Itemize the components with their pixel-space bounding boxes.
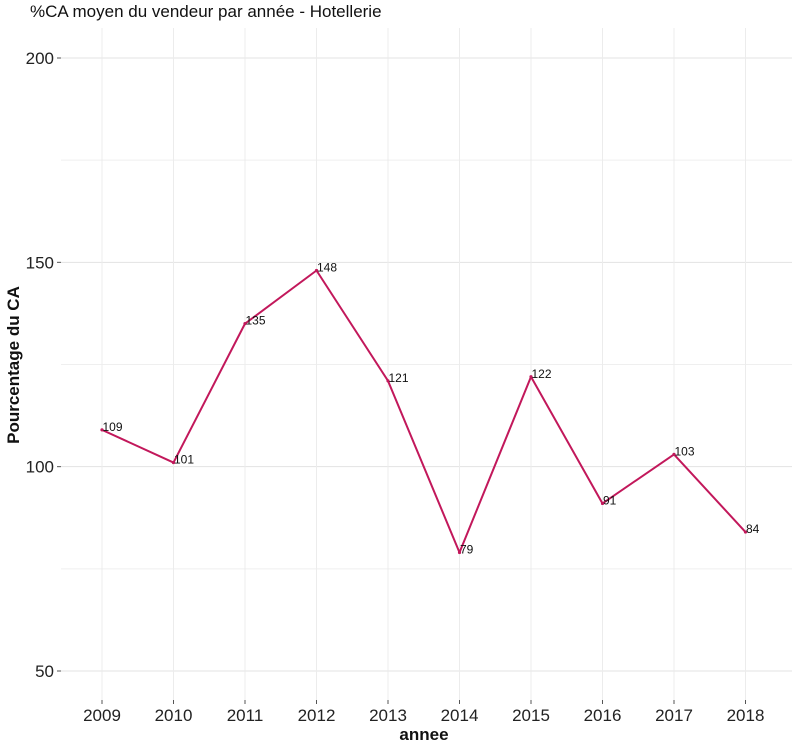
y-tick-label: 200 [26, 49, 54, 68]
x-tick-label: 2009 [83, 706, 121, 725]
x-tick-label: 2017 [655, 706, 693, 725]
data-label: 91 [603, 493, 617, 507]
data-label: 101 [174, 453, 194, 467]
data-point [100, 428, 104, 432]
x-tick-label: 2012 [298, 706, 336, 725]
data-label: 103 [675, 444, 695, 458]
y-tick-label: 50 [35, 662, 54, 681]
data-point [386, 379, 390, 383]
data-point [314, 268, 319, 273]
series-layer [100, 268, 748, 555]
x-tick-label: 2018 [727, 706, 765, 725]
y-tick-label: 150 [26, 253, 54, 272]
x-tick-label: 2014 [441, 706, 479, 725]
data-label: 79 [460, 542, 474, 556]
chart-title: %CA moyen du vendeur par année - Hotelle… [30, 2, 382, 21]
data-label: 148 [317, 261, 337, 275]
data-point [457, 550, 462, 555]
axes: 50 100 150 200 2009 2010 2011 2012 2013 2014 2015 2… [26, 49, 765, 725]
data-point [171, 460, 176, 465]
data-point [672, 452, 676, 457]
x-tick-label: 2013 [369, 706, 407, 725]
series-line [101, 269, 747, 554]
data-labels: 109 101 135 148 121 79 122 91 103 84 [103, 261, 760, 557]
data-label: 135 [246, 314, 266, 328]
data-label: 122 [532, 367, 552, 381]
x-axis-label: annee [399, 725, 448, 744]
y-axis-label: Pourcentage du CA [4, 286, 23, 444]
x-tick-label: 2016 [584, 706, 622, 725]
data-point [529, 375, 533, 379]
data-label: 109 [103, 420, 123, 434]
x-tick-label: 2015 [512, 706, 550, 725]
data-label: 121 [389, 371, 409, 385]
grid [61, 28, 792, 700]
data-label: 84 [746, 522, 760, 536]
y-tick-label: 100 [26, 458, 54, 477]
x-tick-label: 2011 [227, 706, 264, 725]
data-point [743, 530, 748, 534]
x-tick-label: 2010 [155, 706, 193, 725]
data-point [243, 322, 247, 326]
data-point [600, 501, 605, 506]
